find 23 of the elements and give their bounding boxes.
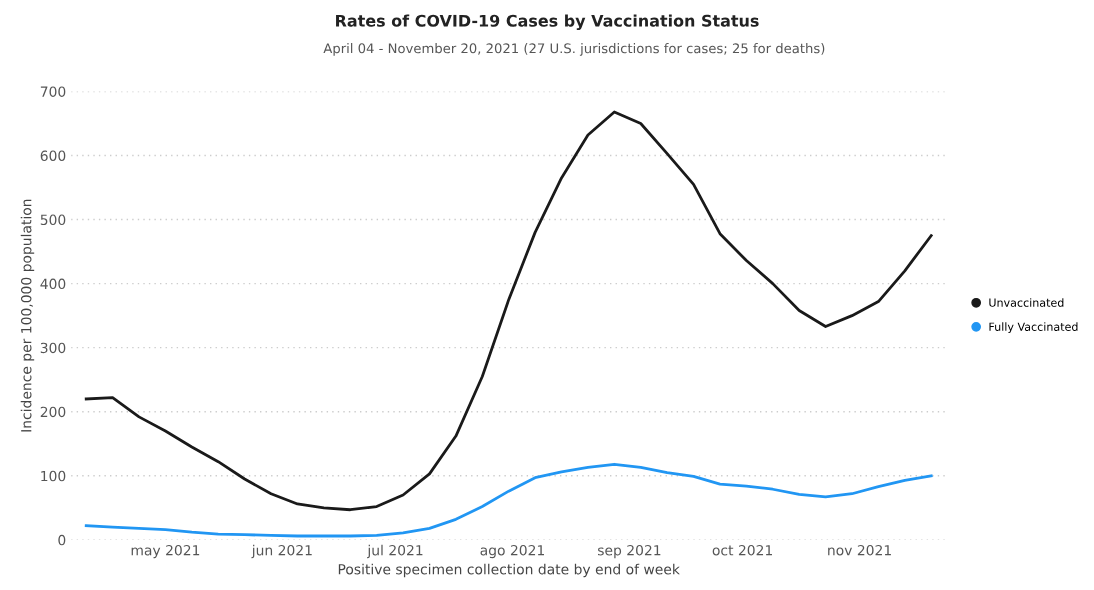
chart-subtitle: April 04 - November 20, 2021 (27 U.S. jurisdictions for cases; 25 for deaths) [323,43,825,56]
y-axis-title: Incidence per 100,000 population [20,199,35,432]
x-tick-label: nov 2021 [828,544,891,556]
y-tick-label: 100 [41,470,66,482]
y-tick-label: 300 [40,342,66,354]
y-tick-label: 600 [40,150,66,161]
y-tick-label: 200 [40,406,66,418]
x-tick-label: jul 2021 [367,544,423,559]
x-tick-label: jun 2021 [251,544,312,559]
x-tick-label: sep 2021 [598,544,661,559]
y-tick-label: 400 [40,278,66,290]
x-tick-label: may 2021 [131,544,200,559]
x-axis-title: Positive specimen collection date by end of week [338,563,680,578]
x-tick-label: oct 2021 [712,544,772,556]
legend-label: Unvaccinated [989,298,1064,307]
legend-label: Fully Vaccinated [989,322,1078,334]
line-series [84,462,933,538]
chart-title: Rates of COVID-19 Cases by Vaccination Status [336,14,759,30]
x-tick-label: ago 2021 [480,544,544,559]
y-tick-label: 700 [40,86,66,97]
y-tick-label: 0 [58,534,66,546]
line-series [84,110,933,512]
y-tick-label: 500 [40,214,66,226]
